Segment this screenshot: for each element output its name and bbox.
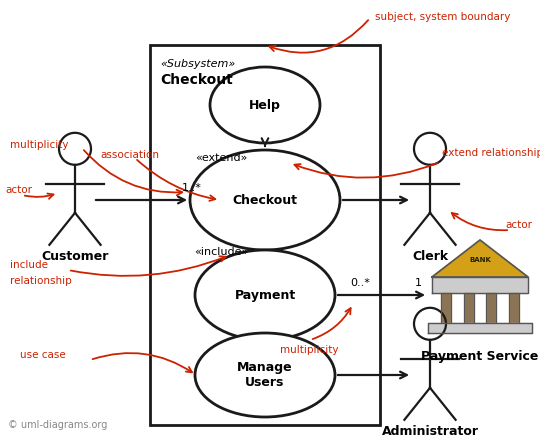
- Text: Customer: Customer: [42, 250, 109, 263]
- Text: © uml-diagrams.org: © uml-diagrams.org: [8, 420, 107, 430]
- Bar: [150, 45, 380, 425]
- Text: Help: Help: [249, 98, 281, 112]
- Text: 1: 1: [415, 278, 422, 288]
- Text: association: association: [100, 150, 159, 160]
- Polygon shape: [487, 293, 496, 323]
- Text: relationship: relationship: [10, 276, 72, 286]
- Polygon shape: [432, 240, 528, 277]
- Text: «extend»: «extend»: [195, 153, 248, 163]
- Ellipse shape: [195, 333, 335, 417]
- Text: «include»: «include»: [194, 247, 248, 257]
- Text: Payment: Payment: [234, 288, 295, 302]
- Ellipse shape: [190, 150, 340, 250]
- Text: BANK: BANK: [469, 257, 491, 263]
- Text: «Subsystem»: «Subsystem»: [160, 59, 235, 69]
- Text: Clerk: Clerk: [412, 250, 448, 263]
- Text: Checkout: Checkout: [160, 73, 233, 87]
- Text: include: include: [10, 260, 48, 270]
- Text: Checkout: Checkout: [233, 194, 298, 206]
- Polygon shape: [432, 277, 528, 293]
- Text: use case: use case: [20, 350, 66, 360]
- Ellipse shape: [210, 67, 320, 143]
- Polygon shape: [441, 293, 451, 323]
- Ellipse shape: [195, 250, 335, 340]
- Text: extend relationship: extend relationship: [442, 148, 540, 158]
- Text: Administrator: Administrator: [381, 425, 478, 438]
- Polygon shape: [464, 293, 474, 323]
- Text: Manage
Users: Manage Users: [237, 360, 293, 389]
- Text: actor: actor: [5, 185, 32, 195]
- Text: actor: actor: [505, 220, 532, 230]
- Text: multiplicity: multiplicity: [280, 345, 339, 355]
- Text: multiplicity: multiplicity: [10, 140, 69, 150]
- Text: subject, system boundary: subject, system boundary: [375, 12, 510, 22]
- Text: 0..*: 0..*: [350, 278, 370, 288]
- Polygon shape: [509, 293, 519, 323]
- Text: Payment Service: Payment Service: [421, 350, 539, 363]
- Text: 1..*: 1..*: [182, 183, 202, 193]
- Polygon shape: [428, 323, 532, 333]
